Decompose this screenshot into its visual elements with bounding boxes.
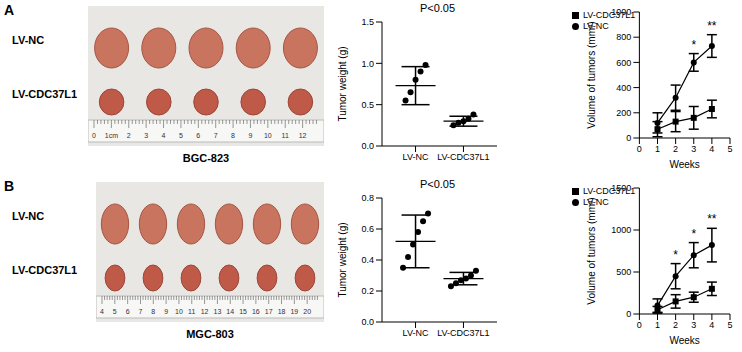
- svg-text:LV-NC: LV-NC: [403, 328, 429, 338]
- svg-text:3: 3: [144, 132, 148, 139]
- svg-text:7: 7: [139, 308, 143, 315]
- svg-text:0: 0: [92, 132, 96, 139]
- svg-text:10: 10: [264, 132, 272, 139]
- svg-text:5: 5: [113, 308, 117, 315]
- svg-text:1: 1: [655, 320, 660, 330]
- svg-text:0: 0: [626, 309, 631, 319]
- svg-text:13: 13: [214, 308, 222, 315]
- svg-text:5: 5: [727, 320, 732, 330]
- svg-text:500: 500: [616, 267, 631, 277]
- svg-text:LV-NC: LV-NC: [403, 152, 429, 162]
- svg-text:0.0: 0.0: [361, 317, 374, 327]
- svg-text:**: **: [707, 19, 717, 33]
- svg-text:0: 0: [626, 133, 631, 143]
- svg-text:20: 20: [303, 308, 311, 315]
- svg-text:11: 11: [188, 308, 195, 315]
- svg-text:10: 10: [175, 308, 183, 315]
- svg-text:1.0: 1.0: [361, 59, 374, 69]
- svg-text:Tumor weight (g): Tumor weight (g): [337, 222, 348, 297]
- svg-text:0.6: 0.6: [361, 224, 374, 234]
- svg-text:0.4: 0.4: [361, 255, 374, 265]
- svg-text:Volume of tumors (mm³): Volume of tumors (mm³): [586, 197, 597, 304]
- svg-text:Tumor weight (g): Tumor weight (g): [337, 46, 348, 121]
- svg-text:15: 15: [239, 308, 247, 315]
- svg-text:8: 8: [231, 132, 235, 139]
- svg-text:11: 11: [282, 132, 289, 139]
- svg-text:1500: 1500: [611, 183, 631, 193]
- svg-text:800: 800: [616, 32, 631, 42]
- svg-text:0: 0: [637, 144, 642, 154]
- svg-text:1000: 1000: [611, 7, 631, 17]
- svg-text:9: 9: [164, 308, 168, 315]
- svg-text:6: 6: [126, 308, 130, 315]
- svg-text:Weeks: Weeks: [669, 159, 699, 170]
- svg-text:14: 14: [226, 308, 234, 315]
- svg-text:6: 6: [196, 132, 200, 139]
- svg-text:1: 1: [655, 144, 660, 154]
- svg-text:0.8: 0.8: [361, 193, 374, 203]
- svg-text:200: 200: [616, 108, 631, 118]
- svg-text:7: 7: [214, 132, 218, 139]
- svg-text:18: 18: [278, 308, 286, 315]
- svg-text:0.0: 0.0: [361, 141, 374, 151]
- svg-text:19: 19: [290, 308, 298, 315]
- svg-text:9: 9: [249, 132, 253, 139]
- svg-text:2: 2: [127, 132, 131, 139]
- svg-text:4: 4: [709, 320, 714, 330]
- svg-text:5: 5: [179, 132, 183, 139]
- svg-text:4: 4: [709, 144, 714, 154]
- svg-text:1000: 1000: [611, 225, 631, 235]
- svg-text:4: 4: [100, 308, 104, 315]
- svg-text:2: 2: [673, 320, 678, 330]
- svg-text:*: *: [691, 227, 696, 241]
- svg-text:0.2: 0.2: [361, 286, 374, 296]
- svg-text:2: 2: [673, 144, 678, 154]
- svg-text:3: 3: [691, 320, 696, 330]
- svg-text:600: 600: [616, 58, 631, 68]
- svg-text:16: 16: [252, 308, 260, 315]
- svg-text:8: 8: [151, 308, 155, 315]
- svg-text:17: 17: [265, 308, 273, 315]
- svg-text:LV-CDC37L1: LV-CDC37L1: [437, 328, 489, 338]
- svg-text:5: 5: [727, 144, 732, 154]
- svg-text:*: *: [673, 248, 678, 262]
- svg-text:400: 400: [616, 83, 631, 93]
- svg-text:Volume of tumors (mm³): Volume of tumors (mm³): [586, 21, 597, 128]
- svg-text:0: 0: [637, 320, 642, 330]
- svg-text:12: 12: [299, 132, 307, 139]
- svg-text:1cm: 1cm: [105, 132, 118, 139]
- svg-text:*: *: [691, 38, 696, 52]
- svg-text:LV-CDC37L1: LV-CDC37L1: [437, 152, 489, 162]
- svg-text:12: 12: [201, 308, 209, 315]
- svg-text:Weeks: Weeks: [669, 335, 699, 346]
- svg-text:4: 4: [162, 132, 166, 139]
- svg-text:0.5: 0.5: [361, 100, 374, 110]
- svg-text:1.5: 1.5: [361, 17, 374, 27]
- svg-text:3: 3: [691, 144, 696, 154]
- svg-text:**: **: [707, 212, 717, 226]
